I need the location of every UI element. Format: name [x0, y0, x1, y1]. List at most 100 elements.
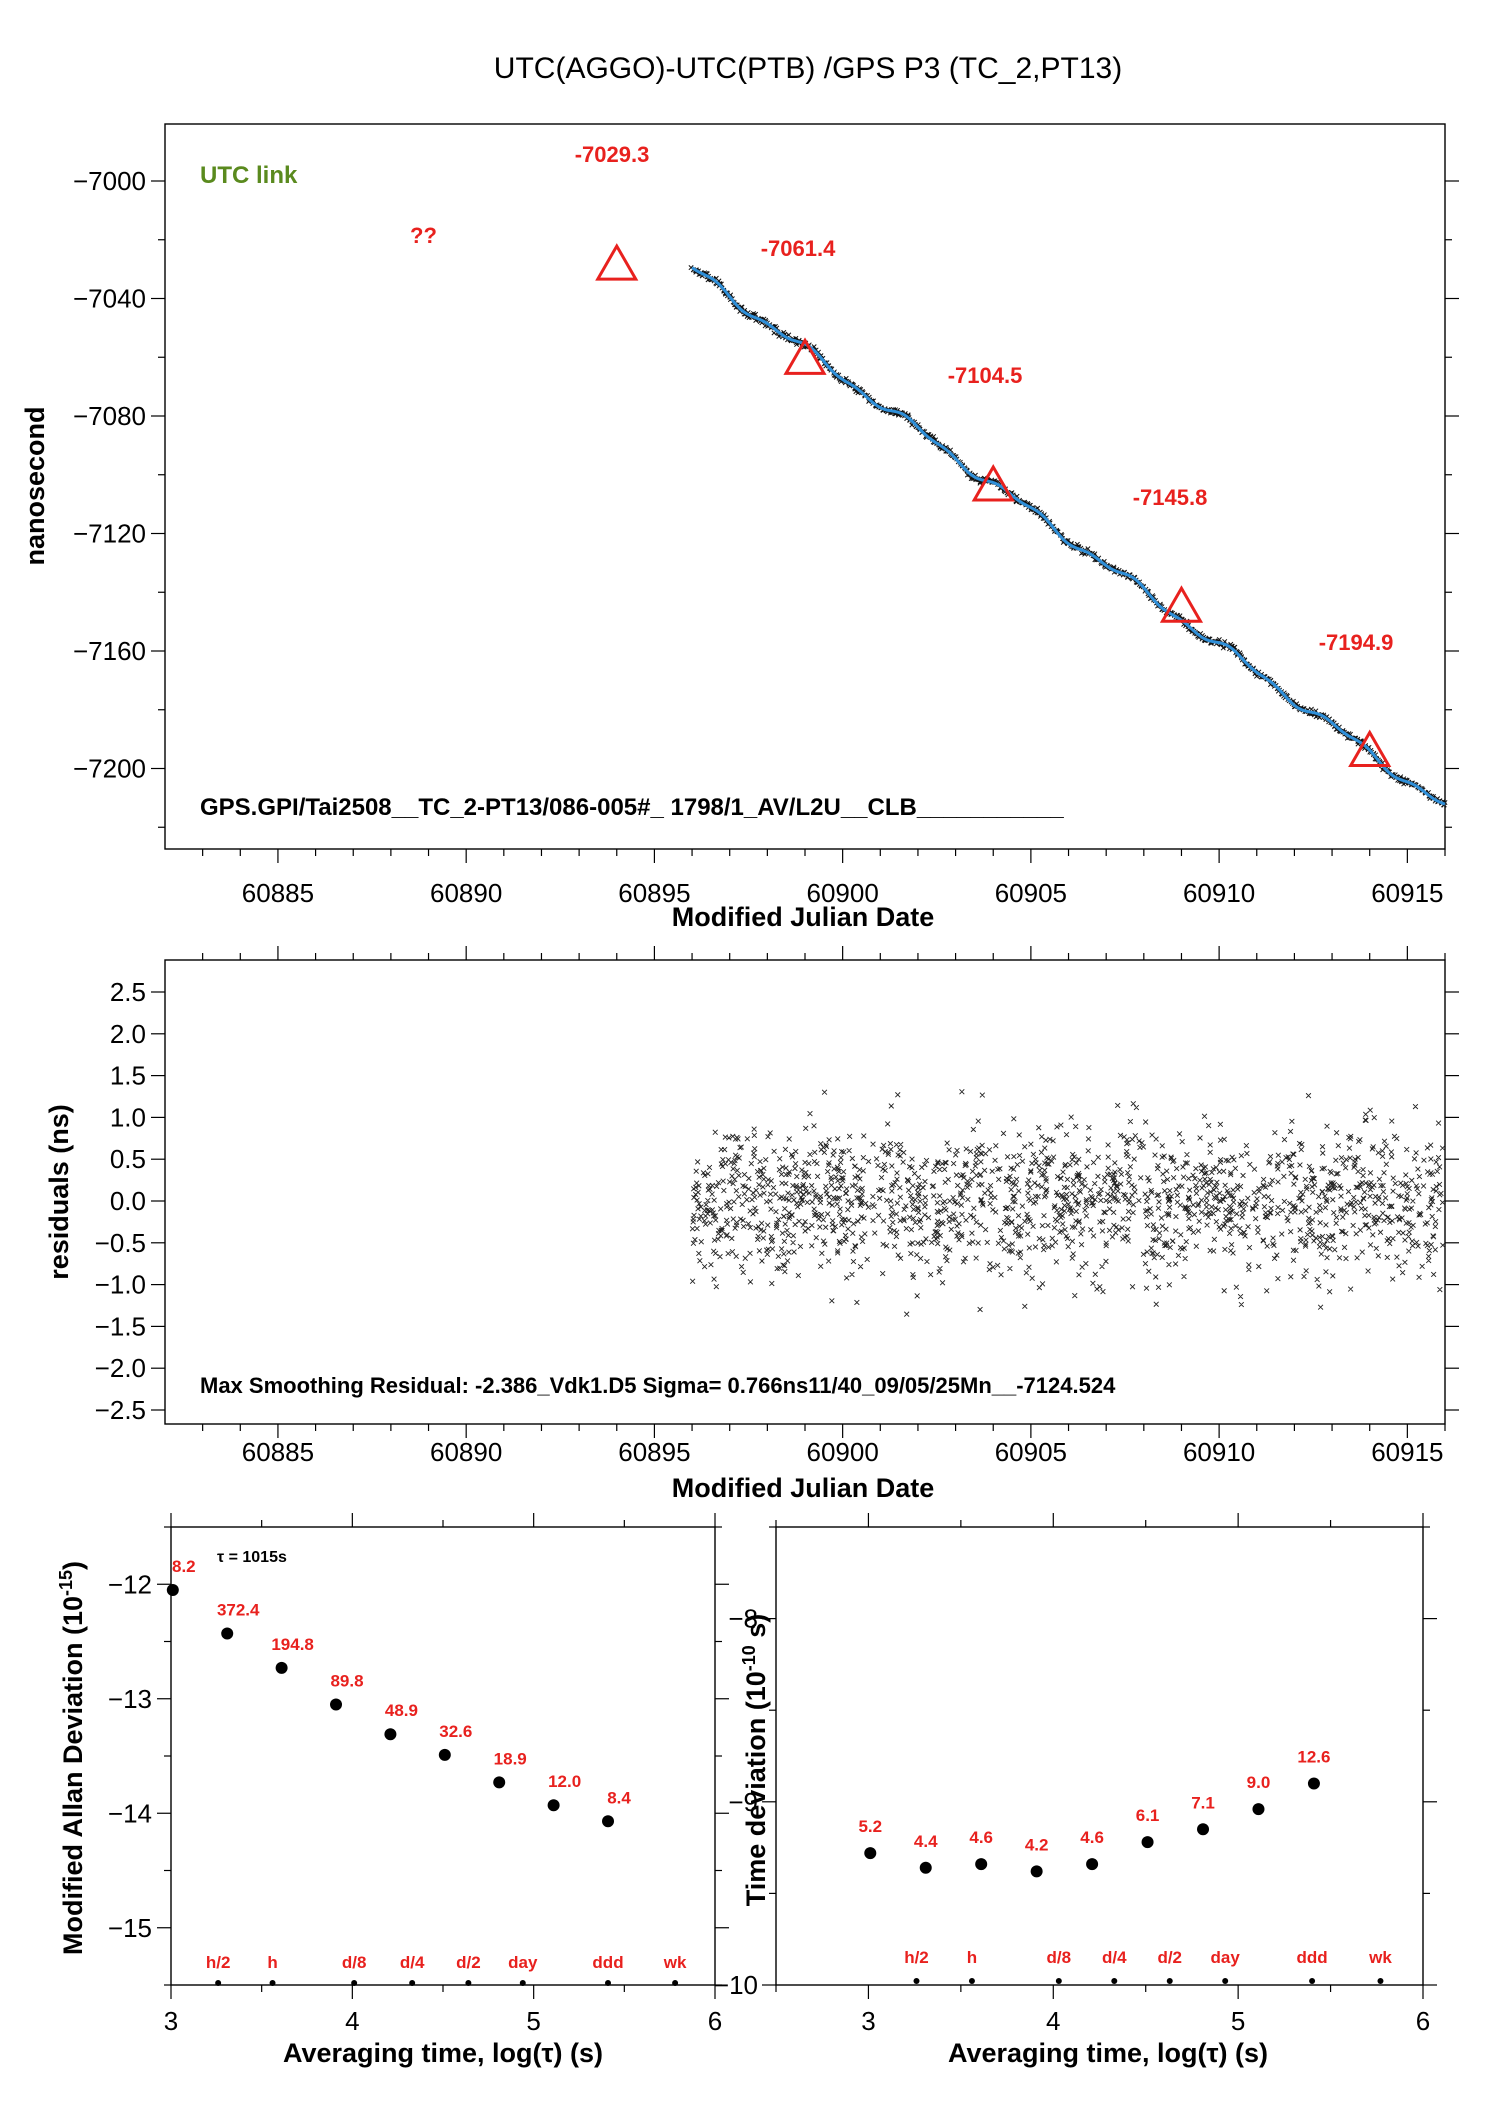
timelink-marker-label: -7194.9	[1319, 630, 1394, 655]
p3-x-tick-label: 3	[164, 2006, 178, 2036]
timedev-time-markers: h/2 h d/8 d/4 d/2 day ddd wk	[904, 1948, 1392, 1984]
residuals-y-tick-label: 0.0	[110, 1186, 146, 1216]
p4-time-marker-label: day	[1211, 1948, 1241, 1967]
residuals-x-tick-label: 60895	[618, 1437, 690, 1467]
p4-point	[1307, 1777, 1320, 1790]
p3-time-marker-dot	[605, 1980, 612, 1986]
timelink-marker-label: -7029.3	[575, 142, 650, 167]
residuals-x-ticks: 60885 60890 60895 60900 60905 60910 60915	[202, 946, 1446, 1467]
p3-point-label: 48.9	[385, 1701, 418, 1720]
timelink-x-tick-label: 60895	[618, 878, 690, 908]
p3-y-tick-label: −13	[108, 1684, 152, 1714]
p4-x-tick-label: 3	[861, 2006, 875, 2036]
p4-time-marker-dot	[968, 1978, 975, 1984]
p4-point-label: 7.1	[1191, 1793, 1215, 1812]
residuals-x-tick-label: 60910	[1183, 1437, 1255, 1467]
p3-point-label: 89.8	[330, 1671, 363, 1690]
p3-time-marker-dot	[351, 1980, 358, 1986]
residuals-y-tick-label: 0.5	[110, 1144, 146, 1174]
p4-point-label: 9.0	[1247, 1773, 1271, 1792]
p4-point-label: 5.2	[858, 1817, 882, 1836]
p4-time-marker-dot	[1377, 1978, 1384, 1984]
timelink-x-tick-label: 60915	[1371, 878, 1443, 908]
timedev-y-title: Time deviation (10-10 s)	[739, 1614, 771, 1907]
allan-time-markers: h/2 h d/8 d/4 d/2 day ddd wk	[206, 1953, 687, 1986]
p3-time-marker-dot	[465, 1980, 472, 1986]
p3-point-label: 8.2	[172, 1557, 196, 1576]
p3-point	[438, 1748, 451, 1761]
p4-y-tick-label: −10	[714, 1970, 758, 2000]
p3-point	[166, 1583, 179, 1596]
residuals-y-tick-label: −1.0	[95, 1270, 146, 1300]
p3-point-label: 12.0	[548, 1772, 581, 1791]
timelink-y-tick-label: −7040	[73, 284, 146, 314]
p4-point	[1141, 1836, 1154, 1849]
unknown-label: ??	[410, 223, 437, 248]
timelink-x-tick-label: 60890	[430, 878, 502, 908]
p4-point-label: 12.6	[1297, 1747, 1330, 1766]
residuals-x-title: Modified Julian Date	[672, 1473, 935, 1503]
timelink-y-tick-label: −7080	[73, 401, 146, 431]
p3-y-tick-label: −15	[108, 1913, 152, 1943]
residuals-x-tick-label: 60915	[1371, 1437, 1443, 1467]
timedev-y-ticks: −8 −9 −10	[714, 1526, 1437, 2000]
p3-time-marker-label: day	[508, 1953, 538, 1972]
p3-point	[384, 1728, 397, 1741]
residuals-y-ticks: 2.5 2.0 1.5 1.0 0.5 0.0 −0.5 −1.0 −1.5 −2.0 −2.5	[95, 977, 1459, 1425]
timelink-x-ticks: 60885 60890 60895 60900 60905 60910 60915	[202, 849, 1446, 908]
p4-point-label: 4.2	[1025, 1835, 1049, 1854]
p3-point-label: 32.6	[439, 1722, 472, 1741]
residuals-y-tick-label: −0.5	[95, 1228, 146, 1258]
residuals-panel: 60885 60890 60895 60900 60905 60910 60915 2.52…	[44, 946, 1459, 1503]
timedev-panel: 3 4 5 6 −8 −9 −10 5.2 4.4 4.6 4.2 4.6 6.1 7.1 9.0 12.…	[714, 1513, 1437, 2068]
p4-time-marker-dot	[1309, 1978, 1316, 1984]
p3-time-marker-label: h	[267, 1953, 277, 1972]
p4-point-label: 4.6	[969, 1828, 993, 1847]
p4-point	[1197, 1823, 1210, 1836]
residuals-x-tick-label: 60900	[806, 1437, 878, 1467]
p3-time-marker-label: wk	[663, 1953, 687, 1972]
p3-time-marker-dot	[215, 1980, 222, 1986]
p3-time-marker-dot	[269, 1980, 276, 1986]
timelink-marker-triangle	[1348, 729, 1392, 768]
p4-time-marker-dot	[1055, 1978, 1062, 1984]
p4-time-marker-dot	[913, 1978, 920, 1984]
timelink-marker-label: -7061.4	[761, 236, 836, 261]
p3-time-marker-label: d/2	[456, 1953, 481, 1972]
p3-point	[221, 1627, 234, 1640]
timelink-x-tick-label: 60910	[1183, 878, 1255, 908]
residuals-y-tick-label: 1.0	[110, 1102, 146, 1132]
p4-point-label: 4.4	[914, 1832, 938, 1851]
residuals-points	[689, 1089, 1446, 1317]
p3-y-tick-label: −12	[108, 1569, 152, 1599]
timelink-panel: 60885 60890 60895 60900 60905 60910 60915 −700…	[20, 123, 1459, 932]
p3-point-label: 194.8	[271, 1635, 314, 1654]
residuals-note: Max Smoothing Residual: -2.386_Vdk1.D5 S…	[200, 1373, 1116, 1398]
p4-time-marker-label: d/4	[1102, 1948, 1127, 1967]
allan-y-title: Modified Allan Deviation (10-15)	[56, 1561, 88, 1955]
p4-time-marker-label: h	[967, 1948, 977, 1967]
timelink-marker-triangle	[971, 463, 1015, 502]
residuals-data-crosses	[689, 1089, 1446, 1317]
p4-x-tick-label: 6	[1416, 2006, 1430, 2036]
timelink-marker-triangle	[1159, 585, 1204, 623]
p4-y-tick-label: −9	[728, 1787, 758, 1817]
p3-point	[275, 1661, 288, 1674]
timelink-marker-label: -7104.5	[948, 363, 1023, 388]
timelink-marker-triangle	[595, 243, 639, 281]
file-id-label: GPS.GPI/Tai2508__TC_2-PT13/086-005#_ 179…	[200, 794, 1064, 821]
allan-y-ticks: −12 −13 −14 −15	[108, 1526, 729, 1986]
utc-link-label: UTC link	[200, 162, 298, 189]
p4-time-marker-label: wk	[1368, 1948, 1392, 1967]
p4-point	[975, 1858, 988, 1871]
residuals-y-tick-label: 2.0	[110, 1019, 146, 1049]
p3-point	[602, 1815, 615, 1828]
p3-point-label: 372.4	[217, 1600, 260, 1619]
p4-time-marker-dot	[1166, 1978, 1173, 1984]
timelink-y-tick-label: −7160	[73, 636, 146, 666]
residuals-x-tick-label: 60890	[430, 1437, 502, 1467]
timelink-smoothed-line	[691, 266, 1446, 806]
p3-time-marker-label: h/2	[206, 1953, 231, 1972]
